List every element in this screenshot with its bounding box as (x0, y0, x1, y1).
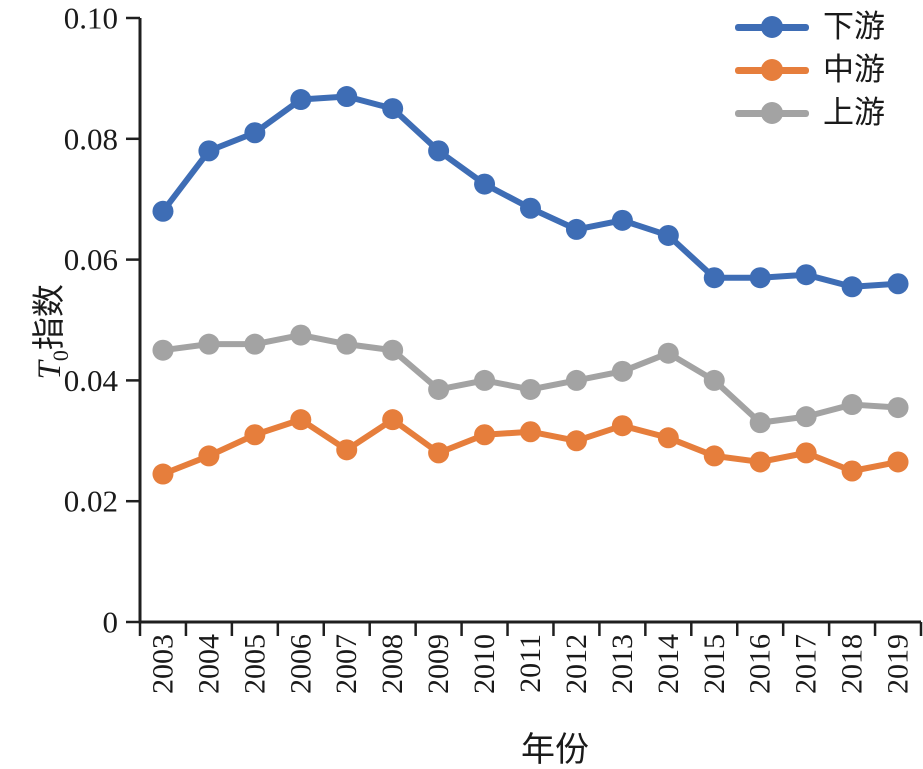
series-1-marker-2012 (565, 430, 587, 452)
series-2-marker-2011 (520, 378, 541, 400)
series-2-line (159, 332, 902, 426)
series-2-marker-2014 (657, 342, 679, 364)
x-tick-label: 2009 (422, 634, 455, 694)
series-0-marker-2005 (244, 122, 266, 144)
series-1-marker-2018 (841, 460, 863, 482)
legend-item-0: 下游 (735, 10, 885, 44)
series-0-marker-2013 (611, 209, 633, 231)
legend: 下游 中游 上游 (735, 10, 885, 130)
series-2-marker-2017 (795, 406, 817, 428)
series-0-marker-2009 (428, 140, 450, 162)
y-tick-label: 0.06 (64, 242, 118, 277)
series-2-marker-2007 (336, 333, 358, 355)
y-tick-label: 0.08 (64, 121, 118, 156)
y-tick-label: 0.10 (64, 1, 118, 36)
legend-label: 中游 (823, 52, 885, 87)
x-tick-label: 2016 (744, 634, 777, 694)
x-tick-label: 2012 (560, 634, 593, 694)
series-0-marker-2019 (887, 273, 909, 295)
x-tick-label: 2005 (238, 634, 271, 694)
legend-marker-icon (735, 96, 809, 130)
series-1-marker-2008 (382, 409, 404, 431)
x-tick-label: 2008 (376, 634, 409, 694)
y-tick-label: 0 (103, 605, 119, 640)
legend-label: 下游 (823, 9, 885, 44)
series-1-marker-2010 (474, 424, 496, 446)
series-1-marker-2013 (611, 415, 633, 437)
x-tick-label: 2017 (790, 634, 823, 694)
y-axis-title-symbol: T (32, 361, 69, 380)
x-tick-label: 2014 (652, 634, 685, 694)
series-2-marker-2010 (474, 369, 496, 391)
series-2-marker-2018 (841, 394, 863, 416)
y-axis-title-text: 指数 (32, 284, 69, 351)
y-tick-label: 0.04 (64, 363, 119, 398)
series-2-marker-2005 (244, 333, 266, 355)
series-1-marker-2006 (290, 409, 312, 431)
series-0-marker-2007 (336, 86, 358, 108)
x-tick-label: 2011 (514, 634, 547, 693)
series-0-marker-2010 (474, 173, 496, 195)
series-0-marker-2015 (703, 267, 725, 289)
legend-marker-icon (735, 53, 809, 87)
x-tick-label: 2010 (468, 634, 501, 694)
series-0-marker-2003 (152, 200, 174, 222)
series-1-marker-2011 (520, 421, 541, 443)
legend-marker-icon (735, 10, 809, 44)
series-2-marker-2004 (198, 333, 220, 355)
series-0-marker-2004 (198, 140, 220, 162)
legend-item-2: 上游 (735, 96, 885, 130)
series-0-marker-2016 (749, 267, 771, 289)
y-axis-title: T0指数 (22, 242, 74, 422)
series-1-marker-2015 (703, 445, 725, 467)
series-0-marker-2012 (565, 218, 587, 240)
series-1-marker-2016 (749, 451, 771, 473)
y-tick-label: 0.02 (64, 484, 118, 519)
x-tick-label: 2007 (330, 634, 363, 694)
x-tick-label: 2019 (882, 634, 915, 694)
series-2-marker-2013 (611, 360, 633, 382)
x-tick-label: 2004 (192, 634, 225, 694)
series-0-marker-2018 (841, 276, 863, 298)
series-0-marker-2008 (382, 98, 404, 120)
series-2-marker-2009 (428, 378, 450, 400)
x-tick-label: 2006 (284, 634, 317, 694)
series-1-marker-2007 (336, 439, 358, 461)
x-tick-label: 2018 (836, 634, 869, 694)
series-1-marker-2004 (198, 445, 220, 467)
series-1-marker-2005 (244, 424, 266, 446)
series-0-marker-2014 (657, 224, 679, 246)
series-2-marker-2008 (382, 339, 404, 361)
y-axis-title-subscript: 0 (47, 350, 73, 362)
x-tick-label: 2003 (146, 634, 179, 694)
legend-item-1: 中游 (735, 53, 885, 87)
series-2-marker-2012 (565, 369, 587, 391)
series-1-marker-2003 (152, 463, 174, 485)
series-2-marker-2015 (703, 369, 725, 391)
legend-label: 上游 (823, 95, 885, 130)
series-2-marker-2016 (749, 412, 771, 434)
series-0-marker-2006 (290, 89, 312, 111)
series-1-marker-2014 (657, 427, 679, 449)
series-2-marker-2003 (152, 339, 174, 361)
x-tick-label: 2015 (698, 634, 731, 694)
series-2-marker-2006 (290, 324, 312, 346)
x-tick-label: 2013 (606, 634, 639, 694)
series-1-marker-2017 (795, 442, 817, 464)
x-axis-title: 年份 (521, 732, 589, 769)
series-2-marker-2019 (887, 397, 909, 419)
series-0-marker-2017 (795, 264, 817, 286)
series-0-marker-2011 (520, 197, 541, 219)
series-1-marker-2009 (428, 442, 450, 464)
series-1-marker-2019 (887, 451, 909, 473)
